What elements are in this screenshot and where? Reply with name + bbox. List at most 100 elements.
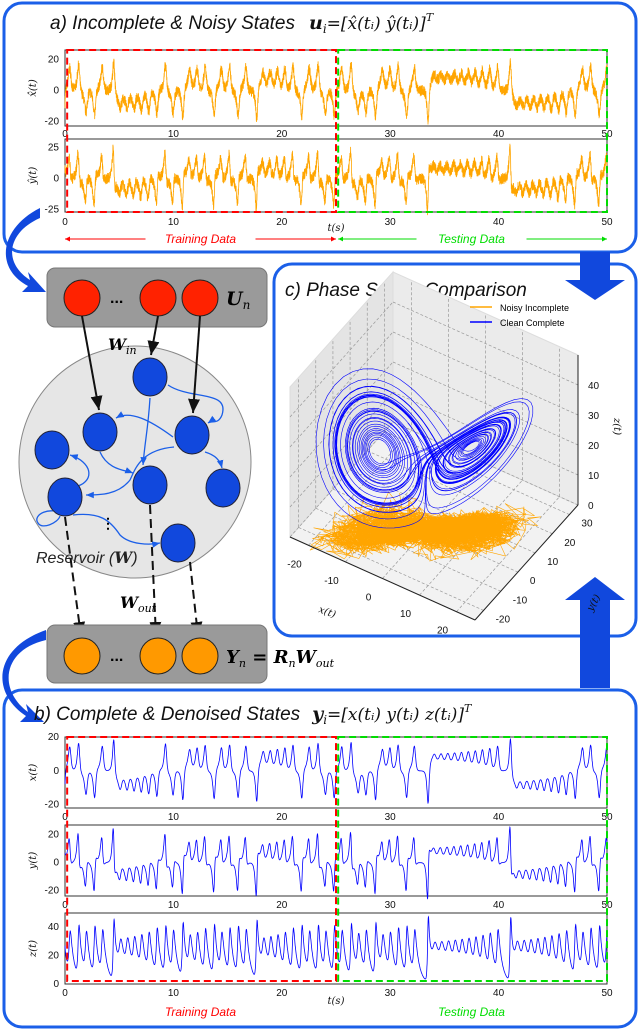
y-tick-label: -20 xyxy=(45,116,60,127)
x-tick-label: 10 xyxy=(168,129,180,140)
z-tick-label: 40 xyxy=(588,381,600,392)
x-tick-label: 50 xyxy=(601,900,613,911)
legend-label-clean: Clean Complete xyxy=(500,318,565,328)
x-tick-label: 30 xyxy=(385,129,397,140)
x-tick-label: 20 xyxy=(276,129,288,140)
y-tick-label: 20 xyxy=(48,830,60,841)
y-tick-label: 10 xyxy=(547,557,559,568)
y-axis-label: x(t) xyxy=(28,764,39,782)
input-node xyxy=(139,279,177,317)
training-data-label: Training Data xyxy=(165,232,236,246)
arrow-up-icon xyxy=(565,577,625,688)
y-tick-label: 20 xyxy=(48,951,60,962)
grid-line xyxy=(308,430,412,546)
testing-region-box xyxy=(337,736,608,982)
arrow-down-icon xyxy=(565,252,625,300)
panel-a-title: a) Incomplete & Noisy States ui=[x̂(tᵢ) ŷ… xyxy=(50,11,435,36)
reservoir-node xyxy=(132,465,168,505)
training-data-label: Training Data xyxy=(165,1005,236,1019)
x-tick-label: 30 xyxy=(385,900,397,911)
win-label: Win xyxy=(108,335,137,357)
curved-arrow-output-icon xyxy=(2,630,46,722)
x-tick-label: 10 xyxy=(168,900,180,911)
z-tick-label: 0 xyxy=(588,501,594,512)
z-axis-label: z(t) xyxy=(611,417,622,435)
x-tick-label: 50 xyxy=(601,812,613,823)
y-tick-label: 20 xyxy=(564,538,576,549)
x-tick-label: 50 xyxy=(601,217,613,228)
grid-line xyxy=(289,301,394,418)
grid-line xyxy=(392,391,579,476)
grid-line xyxy=(392,361,579,446)
grid-line xyxy=(384,431,570,515)
x-tick-label: 40 xyxy=(493,217,505,228)
x-tick-label: 40 xyxy=(493,129,505,140)
grid-line xyxy=(349,469,536,554)
reservoir-vdots: ⋮ xyxy=(101,515,115,531)
x-tick-label: 0 xyxy=(62,988,68,999)
output-ellipsis: ... xyxy=(110,648,123,665)
x-tick-label: -20 xyxy=(287,559,302,570)
reservoir-node xyxy=(160,523,196,563)
reservoir-node xyxy=(47,477,83,517)
noisy-trajectory xyxy=(309,491,541,562)
output-node xyxy=(139,637,177,675)
x-tick-label: 0 xyxy=(62,129,68,140)
reservoir-node xyxy=(34,430,70,470)
signal-line xyxy=(64,58,608,125)
grid-line xyxy=(289,391,394,508)
y-tick-label: -20 xyxy=(45,800,60,811)
reservoir-node xyxy=(205,468,241,508)
y-tick-label: -25 xyxy=(45,205,60,216)
x-tick-label: 0 xyxy=(62,900,68,911)
reservoir-nodes xyxy=(34,357,241,563)
wout-label: Wout xyxy=(120,593,157,615)
reservoir-node xyxy=(174,415,210,455)
x-axis xyxy=(289,536,476,621)
x-tick-label: 40 xyxy=(493,812,505,823)
grid-line xyxy=(392,301,579,386)
y-tick-label: -20 xyxy=(45,885,60,896)
x-tick-label: 40 xyxy=(493,900,505,911)
z-tick-label: 20 xyxy=(588,441,600,452)
x-tick-label: 10 xyxy=(168,217,180,228)
training-region-box xyxy=(66,736,337,982)
input-node xyxy=(181,279,219,317)
legend: Noisy Incomplete Clean Complete xyxy=(470,303,569,328)
y-tick-label: 0 xyxy=(53,766,59,777)
y-axis-label: z(t) xyxy=(28,940,39,958)
x-tick-label: 20 xyxy=(276,988,288,999)
y-tick-label: 0 xyxy=(53,979,59,990)
curved-arrow-input-icon xyxy=(5,208,46,292)
y-tick-label: 40 xyxy=(48,922,60,933)
x-tick-label: 20 xyxy=(276,217,288,228)
grid-line xyxy=(289,421,394,538)
x-tick-label: 20 xyxy=(276,812,288,823)
input-node xyxy=(63,279,101,317)
y-tick-label: 0 xyxy=(53,858,59,869)
y-axis-label: ŷ(t) xyxy=(28,167,39,186)
y-tick-label: 20 xyxy=(48,732,60,743)
x-tick-label: 30 xyxy=(385,988,397,999)
x-tick-label: 10 xyxy=(168,988,180,999)
testing-region-box xyxy=(337,49,608,213)
x-tick-label: 30 xyxy=(385,812,397,823)
input-label: Un xyxy=(226,288,250,312)
grid-line xyxy=(367,450,553,535)
y-tick-label: -10 xyxy=(513,595,528,606)
y-tick-label: 25 xyxy=(48,143,60,154)
reservoir-node xyxy=(132,357,168,397)
input-ellipsis: ... xyxy=(110,290,123,307)
x-tick-label: 20 xyxy=(276,900,288,911)
y-tick-label: 0 xyxy=(530,576,536,587)
x-tick-label: 50 xyxy=(601,988,613,999)
x-tick-label: 40 xyxy=(493,988,505,999)
output-node xyxy=(181,637,219,675)
grid-line xyxy=(392,331,579,416)
reservoir-label: Reservoir (W) xyxy=(36,548,138,567)
x-tick-label: 0 xyxy=(366,593,372,604)
y-axis-label: x̂(t) xyxy=(28,79,39,97)
x-tick-label: 30 xyxy=(385,217,397,228)
x-axis-label: t(s) xyxy=(328,996,345,1007)
